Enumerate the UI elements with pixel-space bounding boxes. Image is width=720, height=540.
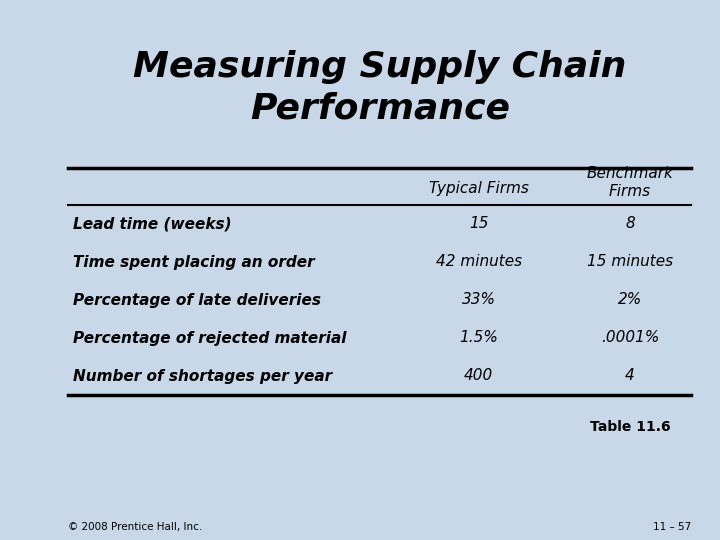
- Text: Benchmark
Firms: Benchmark Firms: [587, 166, 673, 199]
- Text: 4: 4: [625, 368, 635, 383]
- Text: © 2008 Prentice Hall, Inc.: © 2008 Prentice Hall, Inc.: [68, 522, 202, 532]
- Text: Number of shortages per year: Number of shortages per year: [73, 368, 333, 383]
- Text: 33%: 33%: [462, 293, 496, 307]
- Text: 400: 400: [464, 368, 493, 383]
- Text: Measuring Supply Chain
Performance: Measuring Supply Chain Performance: [133, 50, 626, 126]
- Text: .0001%: .0001%: [600, 330, 660, 346]
- Text: 1.5%: 1.5%: [459, 330, 498, 346]
- Text: 2%: 2%: [618, 293, 642, 307]
- Text: 15: 15: [469, 217, 489, 232]
- Text: 8: 8: [625, 217, 635, 232]
- Text: Typical Firms: Typical Firms: [429, 181, 528, 196]
- Text: Table 11.6: Table 11.6: [590, 420, 670, 434]
- Text: Percentage of late deliveries: Percentage of late deliveries: [73, 293, 321, 307]
- Text: 42 minutes: 42 minutes: [436, 254, 522, 269]
- Text: Time spent placing an order: Time spent placing an order: [73, 254, 315, 269]
- Text: Percentage of rejected material: Percentage of rejected material: [73, 330, 347, 346]
- Text: Lead time (weeks): Lead time (weeks): [73, 217, 232, 232]
- Text: 11 – 57: 11 – 57: [653, 522, 691, 532]
- Text: 15 minutes: 15 minutes: [587, 254, 673, 269]
